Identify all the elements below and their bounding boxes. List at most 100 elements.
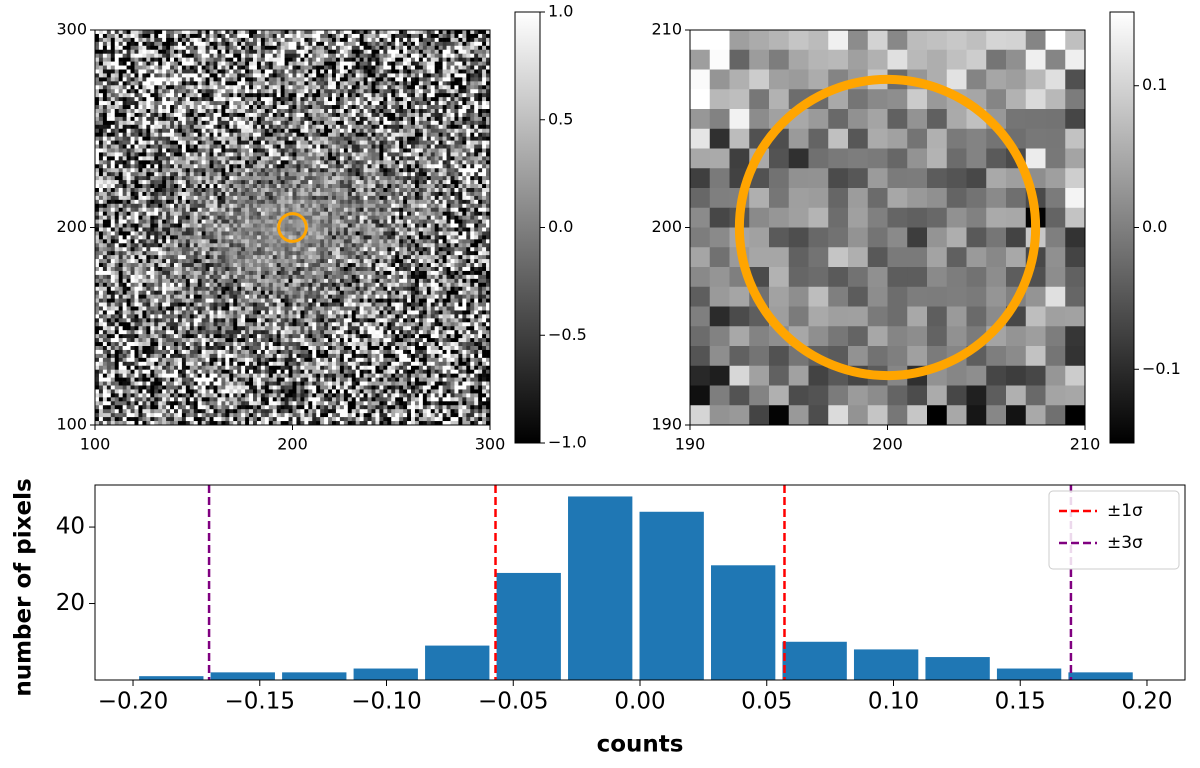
- image-pixel: [379, 105, 384, 110]
- image-pixel: [209, 41, 214, 47]
- image-pixel: [114, 45, 119, 51]
- image-pixel: [213, 33, 218, 39]
- image-pixel: [387, 81, 392, 86]
- image-pixel: [233, 57, 238, 62]
- image-pixel: [407, 112, 412, 118]
- image-pixel: [98, 168, 104, 173]
- image-pixel: [442, 33, 447, 39]
- image-pixel: [458, 128, 463, 133]
- image-pixel: [328, 207, 333, 212]
- image-pixel: [486, 69, 491, 74]
- image-pixel: [260, 144, 266, 149]
- image-pixel: [130, 57, 135, 62]
- image-pixel: [395, 188, 400, 193]
- image-pixel: [138, 191, 143, 197]
- image-pixel: [217, 168, 222, 173]
- image-pixel: [241, 81, 246, 86]
- image-pixel: [422, 164, 428, 169]
- image-pixel: [438, 219, 443, 224]
- image-pixel: [185, 89, 191, 94]
- image-pixel: [249, 57, 254, 62]
- image-pixel: [391, 33, 396, 39]
- image-pixel: [146, 132, 151, 137]
- image-pixel: [201, 188, 206, 193]
- image-pixel: [288, 144, 293, 149]
- image-pixel: [134, 109, 139, 114]
- image-pixel: [391, 168, 396, 173]
- image-pixel: [292, 156, 297, 161]
- image-pixel: [474, 69, 479, 74]
- image-pixel: [324, 101, 329, 106]
- image-pixel: [154, 89, 159, 94]
- image-pixel: [371, 172, 376, 177]
- image-pixel: [359, 180, 364, 185]
- image-pixel: [458, 211, 463, 216]
- image-pixel: [272, 112, 277, 118]
- image-pixel: [146, 207, 151, 212]
- image-pixel: [316, 89, 321, 94]
- image-pixel: [414, 211, 420, 216]
- image-pixel: [217, 164, 222, 169]
- image-pixel: [280, 148, 285, 153]
- image-pixel: [95, 203, 100, 209]
- image-pixel: [237, 184, 242, 189]
- image-pixel: [320, 164, 325, 169]
- image-pixel: [221, 148, 226, 153]
- image-pixel: [225, 41, 230, 47]
- image-pixel: [399, 116, 404, 122]
- image-pixel: [102, 136, 108, 141]
- image-pixel: [407, 180, 412, 185]
- image-pixel: [308, 116, 313, 122]
- image-pixel: [245, 144, 250, 149]
- image-pixel: [379, 191, 384, 197]
- image-pixel: [355, 148, 360, 153]
- image-pixel: [213, 57, 218, 62]
- image-pixel: [418, 30, 424, 35]
- image-pixel: [430, 168, 435, 173]
- image-pixel: [324, 57, 329, 62]
- image-pixel: [375, 172, 380, 177]
- image-pixel: [335, 116, 341, 122]
- image-pixel: [332, 191, 337, 197]
- image-pixel: [264, 116, 270, 122]
- image-pixel: [146, 37, 151, 43]
- image-pixel: [474, 105, 479, 110]
- image-pixel: [359, 148, 364, 153]
- image-pixel: [193, 140, 198, 145]
- image-pixel: [268, 77, 274, 82]
- image-pixel: [162, 219, 167, 224]
- image-pixel: [371, 195, 376, 201]
- image-pixel: [383, 53, 388, 58]
- image-pixel: [146, 144, 151, 149]
- image-pixel: [450, 207, 455, 212]
- image-pixel: [114, 81, 119, 86]
- image-pixel: [403, 33, 408, 39]
- image-pixel: [229, 164, 234, 169]
- image-pixel: [292, 207, 297, 212]
- image-pixel: [256, 65, 262, 70]
- image-pixel: [142, 188, 147, 193]
- image-pixel: [482, 81, 487, 86]
- image-pixel: [296, 33, 301, 39]
- image-pixel: [174, 73, 179, 78]
- image-pixel: [486, 37, 491, 43]
- image-pixel: [446, 172, 451, 177]
- image-pixel: [292, 136, 297, 141]
- image-pixel: [399, 215, 404, 220]
- image-pixel: [399, 73, 404, 78]
- image-pixel: [260, 37, 266, 43]
- image-pixel: [363, 207, 368, 212]
- image-pixel: [383, 211, 388, 216]
- image-pixel: [177, 37, 183, 43]
- image-pixel: [363, 152, 368, 157]
- image-pixel: [122, 105, 127, 110]
- image-pixel: [434, 85, 439, 90]
- image-pixel: [260, 180, 266, 185]
- image-pixel: [422, 69, 428, 74]
- image-pixel: [98, 97, 104, 102]
- image-pixel: [284, 160, 289, 165]
- image-pixel: [418, 101, 424, 106]
- image-pixel: [482, 85, 487, 90]
- image-pixel: [256, 85, 262, 90]
- image-pixel: [229, 85, 234, 90]
